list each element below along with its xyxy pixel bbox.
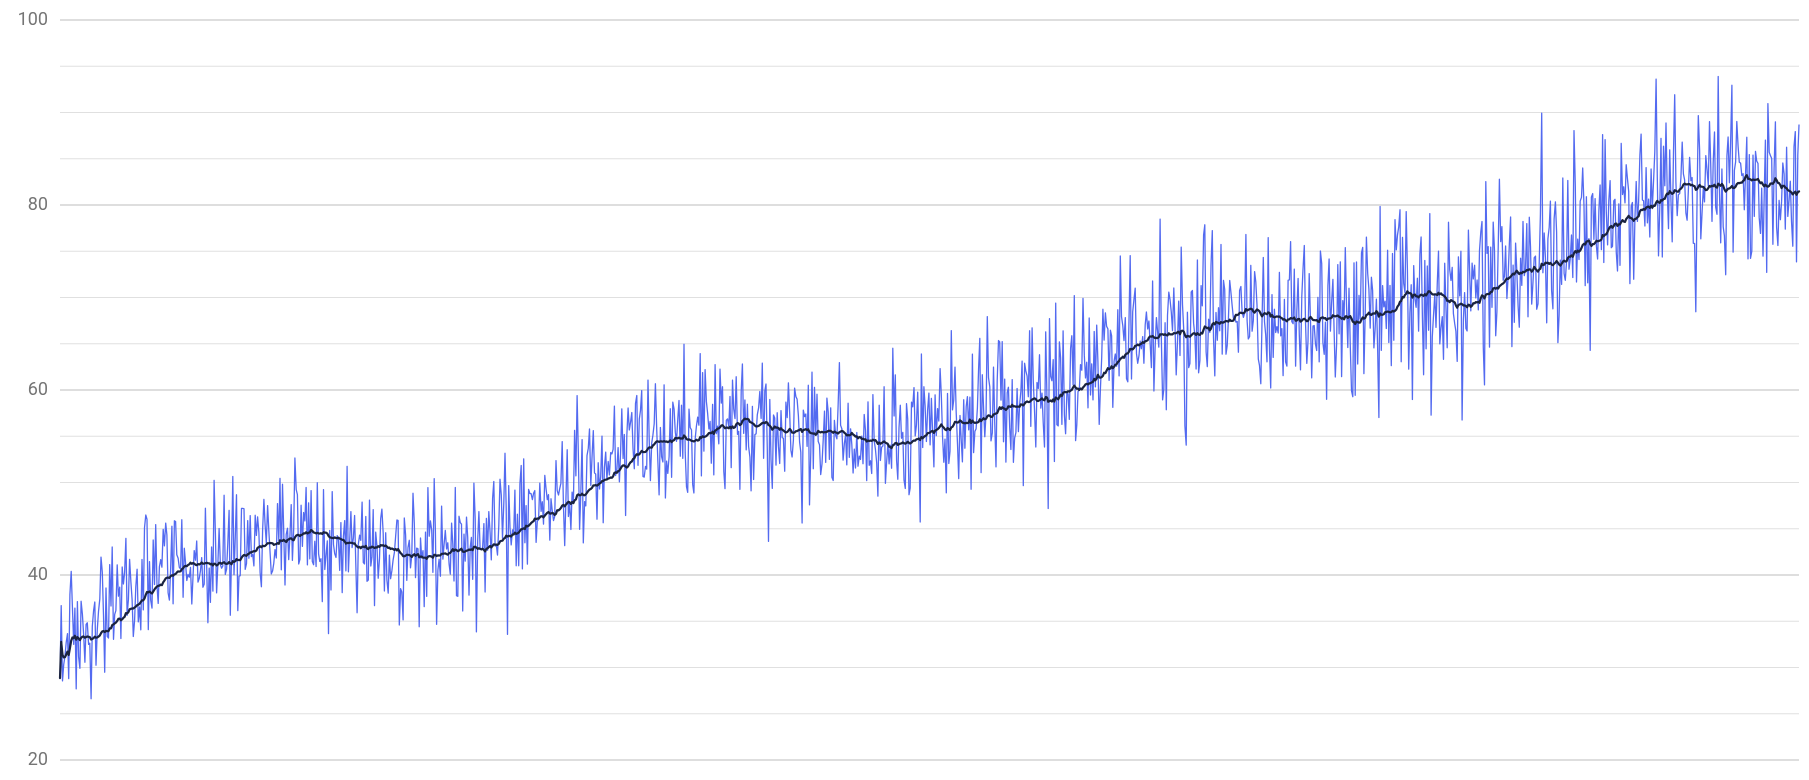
- svg-text:60: 60: [28, 379, 48, 400]
- svg-text:100: 100: [18, 9, 48, 30]
- chart-container: 20 40 60 80 100: [0, 0, 1809, 780]
- svg-text:80: 80: [28, 194, 48, 215]
- svg-text:40: 40: [28, 564, 48, 585]
- svg-text:20: 20: [28, 749, 48, 770]
- line-chart: 20 40 60 80 100: [0, 0, 1809, 780]
- raw-line: [60, 77, 1799, 699]
